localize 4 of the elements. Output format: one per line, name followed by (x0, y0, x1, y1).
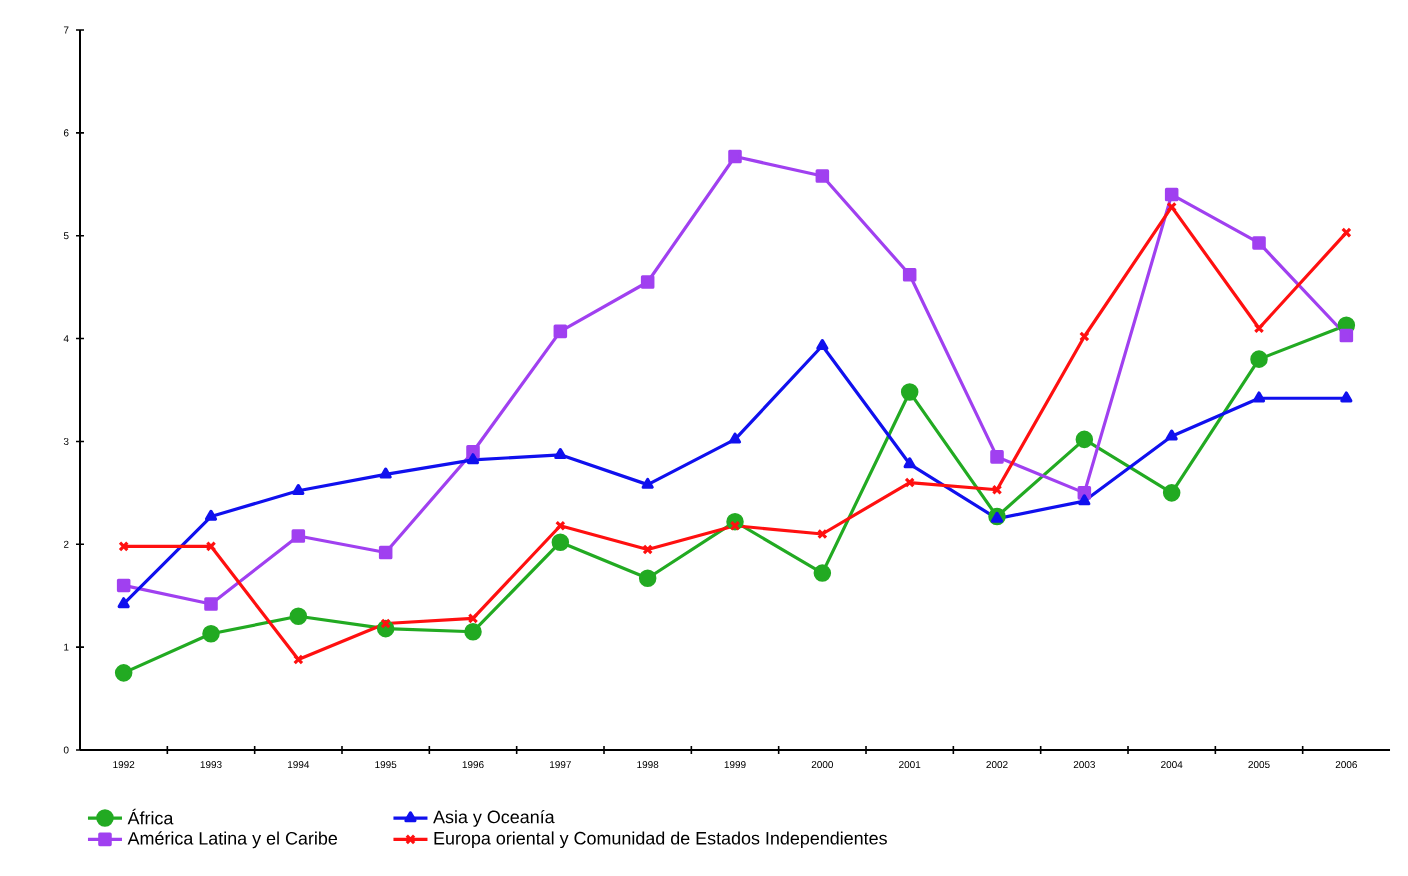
legend-label: África (127, 808, 174, 825)
legend-label: Europa oriental y Comunidad de Estados Independientes (434, 831, 887, 849)
legend-label: América Latina y el Caribe (127, 831, 338, 849)
legend-label: Asia y Oceanía (433, 809, 555, 827)
